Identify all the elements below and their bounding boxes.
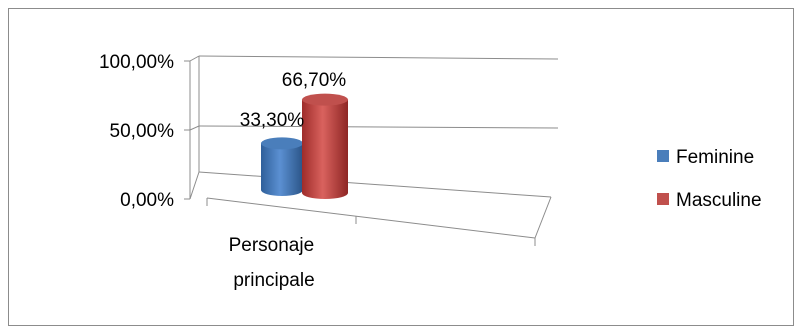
side-wall-mid — [189, 125, 200, 131]
bar-top-feminine — [261, 137, 303, 150]
y-tick-label-2: 100,00% — [99, 52, 174, 73]
gridlines — [198, 55, 559, 198]
gridline-mid — [198, 125, 559, 129]
x-category-label: Personaje principale — [229, 235, 320, 291]
side-wall-floor — [189, 171, 200, 200]
floor-right-edge — [534, 196, 552, 239]
floor-front-edge — [206, 197, 536, 239]
bars — [261, 93, 348, 199]
bar-feminine — [261, 143, 303, 196]
gridline-top — [198, 55, 559, 60]
side-wall-top — [189, 55, 200, 62]
legend-swatch-feminine — [657, 150, 669, 162]
legend-swatch-masculine — [657, 193, 669, 205]
legend: Feminine Masculine — [657, 147, 762, 211]
y-tick-labels: 0,00% 50,00% 100,00% — [99, 52, 174, 211]
legend-label-masculine: Masculine — [676, 190, 762, 211]
category-label-line-1: Personaje — [229, 235, 315, 256]
data-label-masculine: 66,70% — [282, 70, 347, 91]
category-label-line-2: principale — [233, 270, 314, 291]
category-label: Personaje principale — [229, 235, 320, 291]
data-label-feminine: 33,30% — [240, 110, 305, 131]
data-labels: 33,30% 66,70% — [240, 70, 347, 131]
walls — [189, 55, 200, 200]
y-tick-label-1: 50,00% — [110, 121, 175, 142]
y-tick-label-0: 0,00% — [120, 190, 174, 211]
chart-frame — [8, 8, 794, 326]
floor — [184, 60, 552, 246]
gridline-floor-back — [198, 171, 552, 198]
bar-top-masculine — [302, 93, 348, 106]
legend-label-feminine: Feminine — [676, 147, 754, 168]
bar-masculine — [302, 99, 348, 199]
